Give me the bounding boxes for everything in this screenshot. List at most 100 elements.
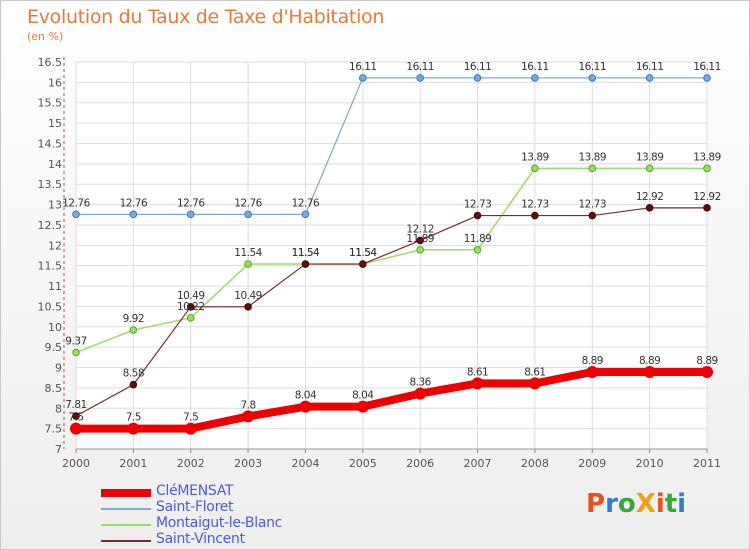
y-tick-label: 15 <box>48 117 62 130</box>
data-point <box>301 210 310 219</box>
data-label: 12.73 <box>578 199 606 211</box>
data-label: 16.11 <box>464 61 492 73</box>
data-label: 8.61 <box>467 366 488 378</box>
data-label: 8.89 <box>639 355 660 367</box>
legend-label: Saint-Floret <box>156 499 234 515</box>
data-label: 13.89 <box>636 151 664 163</box>
legend-label: Saint-Vincent <box>156 531 245 547</box>
data-point <box>129 210 138 219</box>
data-point <box>356 400 369 413</box>
data-point <box>242 410 255 423</box>
data-label: 10.22 <box>177 301 205 313</box>
legend-swatch <box>101 524 151 526</box>
series-line <box>76 368 707 433</box>
data-point <box>186 303 195 311</box>
y-tick-label: 9 <box>55 362 62 375</box>
data-point <box>473 211 482 220</box>
data-point <box>588 211 597 220</box>
data-label: 12.76 <box>177 197 205 209</box>
data-label: 11.89 <box>406 233 434 245</box>
data-label: 16.11 <box>349 61 377 73</box>
data-point <box>588 164 597 173</box>
data-label: 12.12 <box>406 223 434 235</box>
data-point <box>528 377 541 390</box>
data-point <box>701 366 713 379</box>
data-point <box>244 303 252 311</box>
data-point <box>127 422 140 435</box>
y-tick-label: 14 <box>48 158 62 171</box>
data-label: 13.89 <box>521 151 549 163</box>
data-label: 7.5 <box>126 412 141 424</box>
y-tick-label: 11 <box>48 280 62 293</box>
data-point <box>359 74 367 82</box>
data-point <box>244 210 252 219</box>
data-point <box>414 387 427 400</box>
logo-letter: i <box>655 489 665 519</box>
data-label: 16.11 <box>406 61 434 73</box>
data-label: 8.61 <box>524 366 545 378</box>
logo-letter: r <box>605 489 618 519</box>
y-tick-label: 10 <box>48 321 62 334</box>
x-tick-label: 2003 <box>234 457 262 470</box>
data-point <box>184 422 197 435</box>
legend-swatch <box>101 489 151 497</box>
x-tick-label: 2007 <box>464 457 492 470</box>
data-point <box>645 164 654 173</box>
data-label: 11.89 <box>464 233 492 245</box>
data-label: 11.54 <box>292 247 320 259</box>
data-label: 12.76 <box>292 197 320 209</box>
data-label: 12.92 <box>693 191 721 203</box>
series-line <box>75 207 707 417</box>
data-point <box>129 380 138 389</box>
data-label: 8.89 <box>582 355 603 367</box>
data-label: 13.89 <box>693 151 721 163</box>
data-label: 7.81 <box>65 399 86 411</box>
y-tick-label: 7.5 <box>45 423 63 436</box>
data-point <box>359 260 367 268</box>
data-label: 8.04 <box>295 390 317 402</box>
data-point <box>703 164 711 173</box>
data-label: 12.76 <box>120 197 148 209</box>
data-label: 11.54 <box>234 247 262 259</box>
y-tick-label: 9.5 <box>45 341 63 354</box>
data-label: 16.11 <box>521 61 549 73</box>
y-tick-label: 16 <box>48 76 62 89</box>
chart-title: Evolution du Taux de Taxe d'Habitation <box>27 6 385 28</box>
y-tick-label: 10.5 <box>38 300 63 313</box>
data-point <box>186 314 195 322</box>
data-label: 7.5 <box>68 412 83 424</box>
y-tick-label: 8.5 <box>45 382 63 395</box>
x-tick-label: 2010 <box>636 457 664 470</box>
logo-letter: P <box>586 489 606 519</box>
data-label: 12.76 <box>62 197 90 209</box>
x-tick-label: 2001 <box>119 457 147 470</box>
x-tick-label: 2006 <box>406 457 434 470</box>
data-point <box>586 366 599 379</box>
logo-letter: X <box>635 489 656 519</box>
proxiti-logo: ProXiti <box>586 489 686 519</box>
legend-swatch <box>101 508 151 510</box>
x-tick-label: 2005 <box>349 457 377 470</box>
y-tick-label: 14.5 <box>38 137 63 150</box>
data-point <box>416 236 424 245</box>
x-tick-label: 2002 <box>177 457 205 470</box>
unit-label: (en %) <box>27 30 64 43</box>
y-tick-label: 13 <box>48 199 62 212</box>
data-point <box>645 74 654 82</box>
y-tick-label: 12.5 <box>38 219 63 232</box>
y-tick-label: 8 <box>55 402 62 415</box>
data-point <box>473 74 482 82</box>
data-label: 13.89 <box>578 151 606 163</box>
data-label: 11.54 <box>292 247 320 259</box>
data-label: 8.89 <box>696 355 717 367</box>
y-tick-label: 13.5 <box>38 178 63 191</box>
data-label: 16.11 <box>693 61 721 73</box>
data-point <box>301 260 310 268</box>
data-point <box>643 366 656 379</box>
y-tick-label: 15.5 <box>38 97 63 110</box>
y-tick-label: 16.5 <box>38 56 63 69</box>
legend-swatch <box>101 540 151 542</box>
data-point <box>416 245 424 254</box>
